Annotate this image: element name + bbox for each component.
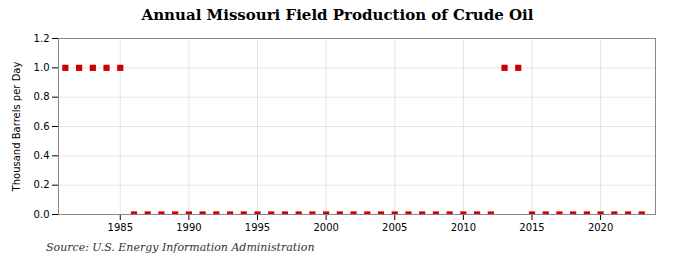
svg-text:1.0: 1.0 [34, 62, 50, 73]
svg-text:2005: 2005 [382, 222, 407, 233]
svg-text:1985: 1985 [108, 222, 133, 233]
svg-text:2020: 2020 [588, 222, 613, 233]
svg-text:1995: 1995 [245, 222, 270, 233]
svg-text:0.6: 0.6 [34, 121, 50, 132]
svg-text:0.2: 0.2 [34, 179, 50, 190]
svg-text:1990: 1990 [176, 222, 201, 233]
svg-text:0.0: 0.0 [34, 209, 50, 220]
svg-text:2010: 2010 [451, 222, 476, 233]
svg-text:0.8: 0.8 [34, 91, 50, 102]
svg-text:0.4: 0.4 [34, 150, 50, 161]
svg-text:2015: 2015 [519, 222, 544, 233]
html-text:Source: U.S. Energy Informatio: Source: U.S. Energy Information Administ… [46, 241, 315, 254]
svg-text:Thousand Barrels per Day: Thousand Barrels per Day [11, 62, 22, 193]
svg-text:2000: 2000 [313, 222, 338, 233]
html-text:Annual Missouri Field Producti: Annual Missouri Field Production of Crud… [141, 6, 534, 24]
svg-text:1.2: 1.2 [34, 33, 50, 44]
